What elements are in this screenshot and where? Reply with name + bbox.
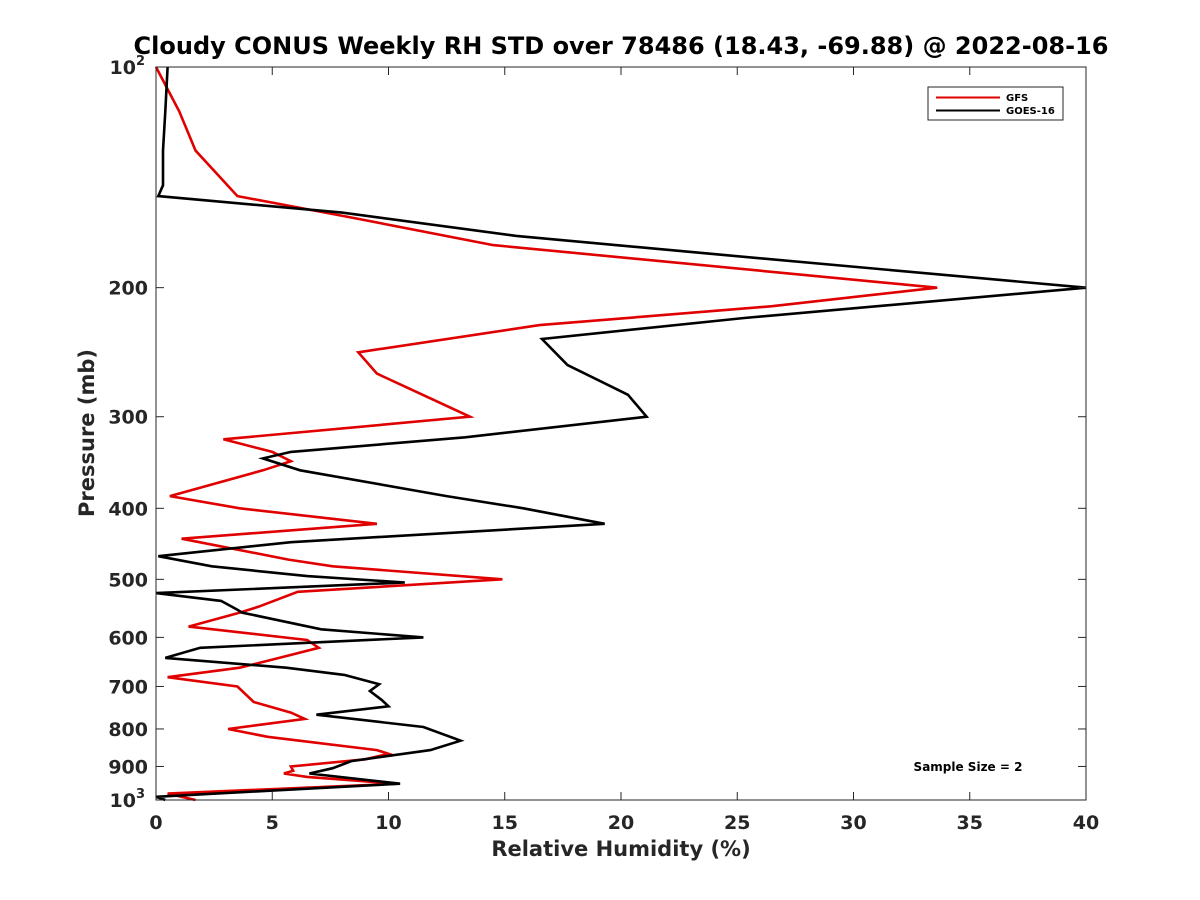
x-tick-label: 20 xyxy=(608,812,634,834)
y-tick-label: 600 xyxy=(108,627,148,649)
y-tick-label: 300 xyxy=(108,407,148,429)
y-axis: 102 200 300 400 500 600 700 800 900 103 xyxy=(108,54,1086,812)
series-line-gfs xyxy=(154,66,938,802)
x-axis-label: Relative Humidity (%) xyxy=(491,837,750,861)
y-tick-label: 800 xyxy=(108,719,148,741)
x-tick-label: 30 xyxy=(840,812,866,834)
legend-box xyxy=(927,86,1064,121)
legend: GFS GOES-16 xyxy=(927,86,1064,121)
y-tick-label: 102 xyxy=(110,54,146,79)
chart-title: Cloudy CONUS Weekly RH STD over 78486 (1… xyxy=(134,32,1109,60)
x-tick-label: 0 xyxy=(149,812,162,834)
legend-label-goes16: GOES-16 xyxy=(1006,106,1055,117)
plot-area xyxy=(154,66,1087,802)
series-line-goes16 xyxy=(155,66,1087,802)
y-tick-label: 400 xyxy=(108,498,148,520)
x-tick-label: 10 xyxy=(375,812,401,834)
y-tick-label: 200 xyxy=(108,278,148,300)
y-tick-label: 103 xyxy=(110,787,146,812)
sample-size-annotation: Sample Size = 2 xyxy=(914,760,1023,774)
y-tick-label: 500 xyxy=(108,569,148,591)
x-tick-label: 25 xyxy=(724,812,750,834)
x-tick-label: 40 xyxy=(1073,812,1099,834)
y-axis-label: Pressure (mb) xyxy=(75,349,99,517)
x-tick-label: 5 xyxy=(266,812,279,834)
x-tick-label: 35 xyxy=(957,812,983,834)
y-tick-label: 700 xyxy=(108,676,148,698)
legend-label-gfs: GFS xyxy=(1006,93,1028,104)
x-axis: 0 5 10 15 20 25 30 35 40 xyxy=(149,67,1099,834)
x-tick-label: 15 xyxy=(492,812,518,834)
y-tick-label: 900 xyxy=(108,756,148,778)
series-group xyxy=(154,66,1087,802)
